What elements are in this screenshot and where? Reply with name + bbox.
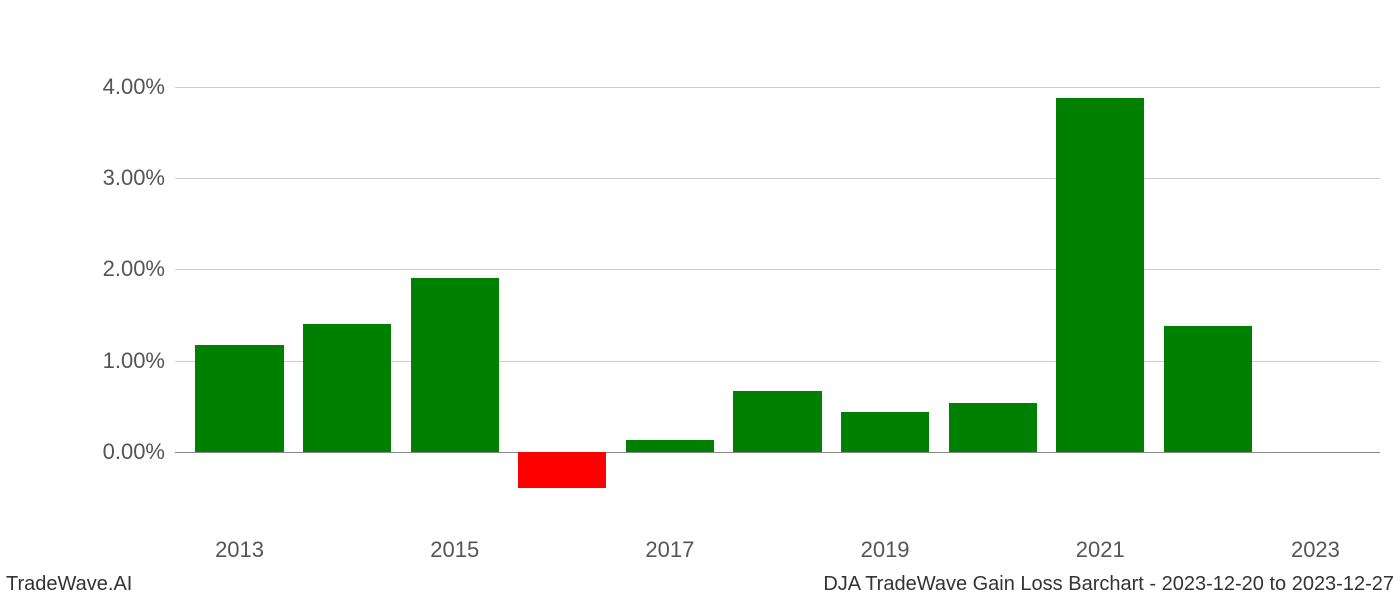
bar	[949, 403, 1037, 452]
gridline	[175, 178, 1380, 179]
x-tick-label: 2021	[1076, 525, 1125, 563]
bar	[841, 412, 929, 452]
bar	[303, 324, 391, 452]
chart-container: 0.00% 1.00% 2.00% 3.00% 4.00% 2013 2015 2017 201…	[0, 0, 1400, 600]
y-tick-label: 4.00%	[103, 74, 175, 100]
bar	[626, 440, 714, 452]
watermark-label: TradeWave.AI	[6, 573, 132, 596]
x-tick-label: 2019	[861, 525, 910, 563]
y-tick-label: 0.00%	[103, 439, 175, 465]
x-tick-label: 2023	[1291, 525, 1340, 563]
y-tick-label: 1.00%	[103, 348, 175, 374]
bar	[411, 278, 499, 452]
bar	[1164, 326, 1252, 452]
gridline	[175, 87, 1380, 88]
gridline	[175, 269, 1380, 270]
x-tick-label: 2017	[645, 525, 694, 563]
bar	[518, 452, 606, 489]
x-tick-label: 2013	[215, 525, 264, 563]
bar	[195, 345, 283, 452]
y-tick-label: 3.00%	[103, 165, 175, 191]
plot-area: 0.00%1.00%2.00%3.00%4.00%201320152017201…	[175, 50, 1380, 525]
chart-caption: DJA TradeWave Gain Loss Barchart - 2023-…	[823, 573, 1394, 596]
bar	[733, 391, 821, 452]
zero-baseline	[175, 452, 1380, 453]
y-tick-label: 2.00%	[103, 256, 175, 282]
bar	[1056, 98, 1144, 452]
x-tick-label: 2015	[430, 525, 479, 563]
